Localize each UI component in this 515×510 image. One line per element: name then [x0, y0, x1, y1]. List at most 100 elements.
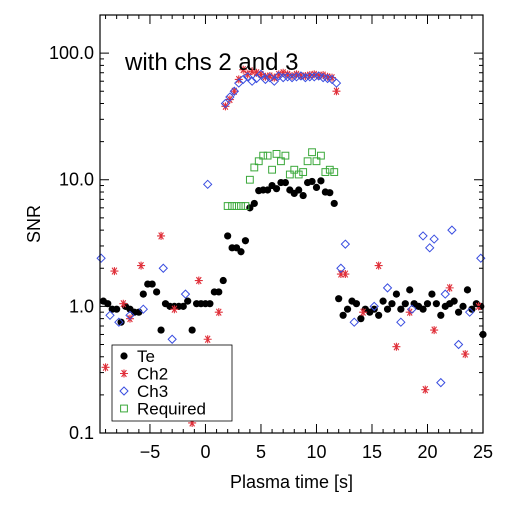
- data-point-ch3: [429, 234, 439, 244]
- data-point-required: [268, 165, 276, 174]
- data-point-ch2: [319, 71, 328, 80]
- series-te: [99, 177, 487, 339]
- data-point-ch3: [300, 72, 311, 83]
- x-tick-label: 15: [362, 442, 382, 462]
- data-point-te: [308, 177, 316, 186]
- x-tick-label: 0: [200, 442, 210, 462]
- data-point-te: [135, 308, 143, 316]
- data-point-ch2: [214, 308, 223, 317]
- y-tick-label: 1.0: [69, 296, 94, 316]
- data-point-te: [299, 191, 307, 200]
- data-point-ch2: [265, 71, 274, 80]
- data-point-te: [139, 290, 147, 298]
- data-point-ch2: [445, 283, 454, 292]
- data-point-ch2: [288, 71, 297, 80]
- data-point-ch3: [425, 243, 435, 253]
- data-point-ch2: [170, 305, 179, 314]
- data-point-ch3: [202, 179, 213, 190]
- data-point-ch2: [252, 68, 261, 77]
- legend-marker-te: [120, 352, 128, 360]
- data-point-te: [117, 318, 125, 326]
- data-point-te: [463, 286, 472, 294]
- data-point-required: [254, 157, 263, 166]
- data-point-ch3: [125, 310, 135, 321]
- data-point-ch2: [157, 231, 166, 240]
- x-tick-label: −5: [140, 442, 161, 462]
- data-point-ch3: [274, 71, 284, 81]
- data-point-ch3: [436, 377, 446, 388]
- legend-marker-ch3: [119, 386, 129, 396]
- data-point-te: [264, 186, 272, 194]
- data-point-te: [157, 326, 165, 334]
- data-point-ch2: [336, 270, 345, 279]
- data-point-ch2: [225, 95, 234, 104]
- data-point-te: [188, 326, 196, 334]
- data-point-ch2: [305, 71, 314, 80]
- data-point-ch3: [309, 72, 319, 82]
- data-point-te: [153, 288, 161, 296]
- data-point-ch3: [114, 317, 124, 327]
- data-point-ch2: [110, 267, 119, 276]
- data-point-te: [392, 290, 401, 298]
- data-point-te: [419, 305, 427, 313]
- data-point-ch2: [279, 68, 288, 77]
- data-point-ch3: [229, 86, 240, 96]
- legend-label-te: Te: [137, 347, 155, 366]
- data-point-te: [379, 297, 387, 305]
- data-point-ch2: [421, 385, 430, 394]
- data-point-ch3: [396, 317, 406, 327]
- data-point-te: [454, 308, 463, 316]
- data-point-required: [241, 202, 250, 210]
- data-point-te: [179, 302, 187, 310]
- plot-frame: [99, 14, 484, 434]
- data-point-ch2: [243, 70, 252, 79]
- data-point-required: [277, 157, 285, 166]
- data-point-ch3: [305, 72, 315, 82]
- data-point-te: [339, 311, 347, 319]
- data-point-ch2: [341, 270, 350, 279]
- data-point-ch3: [225, 92, 235, 102]
- data-point-required: [245, 175, 254, 184]
- data-point-ch3: [291, 72, 302, 82]
- data-point-te: [406, 286, 414, 294]
- data-point-ch2: [392, 342, 401, 351]
- data-point-ch3: [464, 307, 475, 317]
- data-point-required: [299, 168, 308, 176]
- data-point-required: [317, 151, 325, 160]
- data-point-required: [321, 168, 330, 176]
- legend-label-required: Required: [137, 400, 206, 419]
- data-point-ch3: [313, 71, 324, 81]
- data-point-ch3: [220, 98, 231, 109]
- data-point-te: [295, 186, 303, 194]
- data-point-ch3: [260, 74, 271, 85]
- data-point-te: [237, 248, 245, 256]
- data-point-te: [241, 237, 250, 245]
- data-point-te: [335, 295, 343, 303]
- data-point-ch3: [238, 74, 248, 85]
- data-point-ch3: [242, 72, 253, 82]
- data-point-te: [357, 315, 365, 323]
- data-point-required: [237, 202, 245, 210]
- data-point-ch2: [248, 67, 257, 76]
- data-point-ch3: [331, 78, 342, 88]
- data-point-te: [468, 305, 476, 313]
- x-tick-label: 25: [473, 442, 493, 462]
- data-point-te: [184, 297, 192, 305]
- data-point-ch2: [296, 71, 305, 80]
- data-point-te: [459, 302, 467, 310]
- data-point-ch3: [180, 289, 191, 299]
- data-point-required: [272, 149, 281, 158]
- data-point-ch3: [440, 289, 450, 299]
- data-point-te: [330, 199, 338, 208]
- data-point-ch3: [158, 263, 168, 273]
- data-point-te: [401, 300, 409, 308]
- data-point-te: [428, 290, 436, 298]
- data-point-te: [206, 300, 214, 308]
- data-point-ch2: [310, 70, 319, 79]
- data-point-ch3: [369, 301, 379, 312]
- data-point-te: [375, 311, 383, 319]
- data-point-required: [263, 151, 272, 160]
- data-point-ch2: [137, 261, 146, 270]
- data-point-te: [312, 183, 321, 192]
